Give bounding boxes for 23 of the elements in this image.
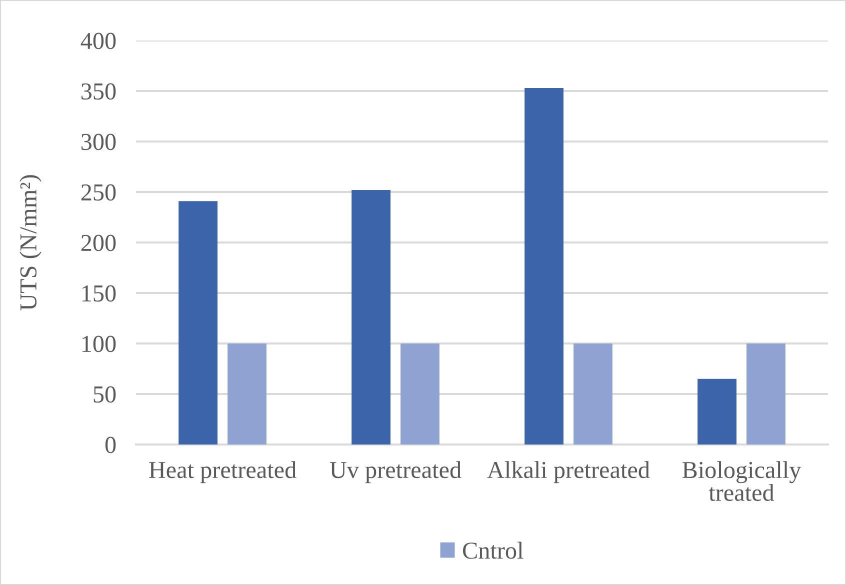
- y-tick-label: 50: [94, 386, 116, 403]
- bar: [352, 190, 390, 444]
- x-tick-label: Uv pretreated: [330, 461, 462, 484]
- x-tick-label: Alkali pretreated: [487, 461, 650, 484]
- y-tick-label: 350: [82, 83, 116, 100]
- bar: [746, 343, 786, 444]
- y-axis-title: UTS (N/mm²): [20, 175, 42, 310]
- bar: [524, 88, 564, 444]
- y-tick-label: 0: [105, 436, 116, 454]
- y-tick-label: 400: [80, 32, 116, 50]
- bar: [228, 343, 266, 444]
- x-tick-label: Heat pretreated: [149, 461, 296, 484]
- bar: [178, 201, 218, 444]
- legend-label: Cntrol: [462, 542, 524, 559]
- bar: [698, 378, 736, 444]
- y-tick-label: 200: [81, 234, 116, 252]
- bar: [574, 343, 612, 444]
- bar: [400, 343, 440, 444]
- y-tick-label: 100: [82, 336, 116, 352]
- x-tick-label: Biologically treated: [682, 461, 802, 501]
- y-tick-label: 300: [82, 134, 116, 150]
- y-tick-label: 250: [81, 184, 116, 201]
- y-tick-label: 150: [82, 285, 116, 302]
